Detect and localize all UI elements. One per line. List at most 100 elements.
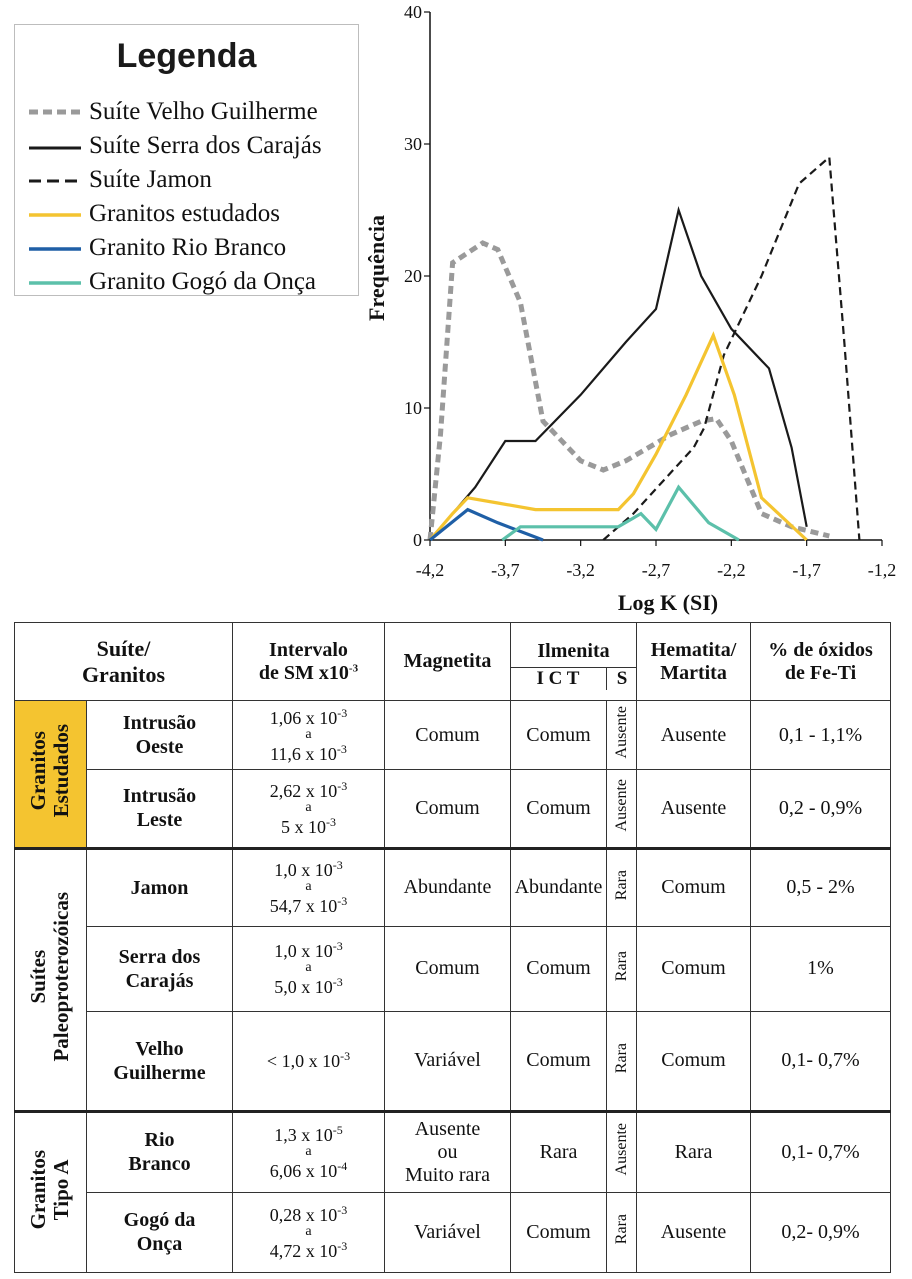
y-axis-title: Frequência xyxy=(364,215,389,321)
series-line-dotted-gray xyxy=(427,240,830,541)
table-row: Granitos Estudados Intrusão Oeste 1,06 x 1… xyxy=(14,700,892,849)
interval-cell: 1,3 x 10-5 a 6,06 x 10-4 xyxy=(232,1110,385,1193)
row-name: Jamon xyxy=(86,846,233,927)
interval-cell: < 1,0 x 10-3 xyxy=(232,1010,385,1113)
mineralogy-table: Suíte/ Granitos Intervalo de SM x10-3 Mag… xyxy=(14,621,892,1274)
ilmenita-ict-cell: Comum xyxy=(510,700,607,771)
chart-ticks: -4,2 -3,7 -3,2 -2,7 -2,2 -1,7 -1,2 0 10 20 30 40 xyxy=(404,2,896,580)
y-tick-label: 30 xyxy=(404,134,422,154)
ilmenita-s-label: Rara xyxy=(612,1214,630,1245)
series-line-solid-teal xyxy=(501,484,740,542)
table-row: Suítes Paleoproterozóicas Jamon 1,0 x 10-3… xyxy=(14,846,892,1113)
oxidos-cell: 1% xyxy=(750,925,892,1012)
ilmenita-ict-cell: Comum xyxy=(510,1010,607,1113)
interval-cell: 1,0 x 10-3 a 5,0 x 10-3 xyxy=(232,925,385,1012)
magnetita-cell: Comum xyxy=(384,925,511,1012)
y-tick-label: 10 xyxy=(404,398,422,418)
legend-swatch-dotted-gray xyxy=(29,109,81,115)
ilmenita-s-cell: Rara xyxy=(605,925,638,1012)
ilmenita-s-cell: Rara xyxy=(605,846,638,927)
header-hematita: Hematita/ Martita xyxy=(636,621,752,702)
x-tick-label: -1,2 xyxy=(868,560,897,580)
row-name: Serra dos Carajás xyxy=(86,925,233,1012)
ilmenita-ict-cell: Rara xyxy=(510,1110,607,1193)
ilmenita-ict-cell: Abundante xyxy=(510,846,607,927)
legend-item-gogo-onca: Granito Gogó da Onça xyxy=(27,265,316,299)
oxidos-cell: 0,1- 0,7% xyxy=(750,1010,892,1113)
mineralogy-table-wrap: Suíte/ Granitos Intervalo de SM x10-3 Mag… xyxy=(14,621,892,1274)
magnetita-cell: Variável xyxy=(384,1191,511,1274)
row-name: Rio Branco xyxy=(86,1110,233,1193)
magnetita-cell: Variável xyxy=(384,1010,511,1113)
legend-label: Suíte Jamon xyxy=(89,166,212,193)
legend-label: Granito Rio Branco xyxy=(89,234,287,261)
magnetita-cell: Ausente ou Muito rara xyxy=(384,1110,511,1193)
y-tick-label: 20 xyxy=(404,266,422,286)
magnetita-cell: Comum xyxy=(384,700,511,771)
ilmenita-sub-s: S xyxy=(616,667,628,689)
oxidos-cell: 0,2- 0,9% xyxy=(750,1191,892,1274)
magnetita-cell: Comum xyxy=(384,769,511,849)
legend-label: Suíte Velho Guilherme xyxy=(89,98,318,125)
legend-item-rio-branco: Granito Rio Branco xyxy=(27,231,286,265)
legend-label: Granito Gogó da Onça xyxy=(89,268,317,295)
ilmenita-ict-cell: Comum xyxy=(510,1191,607,1274)
ilmenita-s-cell: Rara xyxy=(605,1010,638,1113)
y-tick-label: 40 xyxy=(404,2,422,22)
ilmenita-label: Ilmenita xyxy=(537,639,610,662)
interval-cell: 1,0 x 10-3 a 54,7 x 10-3 xyxy=(232,846,385,927)
chart-axes xyxy=(429,12,882,541)
oxidos-cell: 0,2 - 0,9% xyxy=(750,769,892,849)
table-row: Velho Guilherme < 1,0 x 10-3 Variável Comum… xyxy=(15,1010,892,1113)
group-label-cell: Suítes Paleoproterozóicas xyxy=(14,846,87,1113)
oxidos-cell: 0,1- 0,7% xyxy=(750,1110,892,1193)
interval-cell: 1,06 x 10-3 a 11,6 x 10-3 xyxy=(232,700,385,771)
legend-title: Legenda xyxy=(116,37,257,75)
legend-item-jamon: Suíte Jamon xyxy=(27,163,212,197)
ilmenita-s-label: Ausente xyxy=(612,1123,630,1176)
legend-item-serra-carajas: Suíte Serra dos Carajás xyxy=(27,129,322,163)
legend-item-granitos-estudados: Granitos estudados xyxy=(27,197,280,231)
x-tick-label: -4,2 xyxy=(416,560,445,580)
ilmenita-s-cell: Ausente xyxy=(605,700,638,771)
table-row: Granitos Tipo A Rio Branco 1,3 x 10-5 a 6,06… xyxy=(14,1110,892,1273)
table-row: Gogó da Onça 0,28 x 10-3 a 4,72 x 10-3 Variá… xyxy=(15,1191,892,1274)
ilmenita-s-cell: Ausente xyxy=(605,769,638,849)
ilmenita-s-label: Rara xyxy=(612,869,630,900)
ilmenita-subheader: I C T S xyxy=(510,666,638,690)
legend-swatch-solid-black xyxy=(29,146,81,150)
row-name: Gogó da Onça xyxy=(86,1191,233,1274)
table-row: Intrusão Leste 2,62 x 10-3 a 5 x 10-3 Comum C… xyxy=(15,769,892,849)
ilmenita-sub-ict: I C T xyxy=(510,667,607,690)
hematita-cell: Comum xyxy=(636,1010,752,1113)
row-name: Velho Guilherme xyxy=(86,1010,233,1113)
table-row: Serra dos Carajás 1,0 x 10-3 a 5,0 x 10-3 Co… xyxy=(15,925,892,1012)
ilmenita-s-label: Rara xyxy=(612,1042,630,1073)
header-oxidos: % de óxidos de Fe-Ti xyxy=(750,621,892,702)
oxidos-cell: 0,1 - 1,1% xyxy=(750,700,892,771)
ilmenita-s-label: Ausente xyxy=(612,706,630,759)
header-suite: Suíte/ Granitos xyxy=(14,621,233,702)
ilmenita-ict-cell: Comum xyxy=(510,925,607,1012)
hematita-cell: Rara xyxy=(636,1110,752,1193)
series-line-solid-black xyxy=(429,205,808,541)
header-ilmenita: Ilmenita I C T S xyxy=(509,621,638,702)
x-tick-label: -1,7 xyxy=(792,560,821,580)
x-tick-label: -2,2 xyxy=(717,560,746,580)
group-label-cell: Granitos Estudados xyxy=(14,700,87,849)
interval-cell: 0,28 x 10-3 a 4,72 x 10-3 xyxy=(232,1191,385,1274)
group-label-cell: Granitos Tipo A xyxy=(14,1110,87,1273)
hematita-cell: Ausente xyxy=(636,700,752,771)
header-intervalo: Intervalo de SM x10-3 xyxy=(232,621,385,702)
ilmenita-s-cell: Rara xyxy=(605,1191,638,1274)
legend-item-velho-guilherme: Suíte Velho Guilherme xyxy=(27,95,318,129)
group-label: Granitos Estudados xyxy=(26,724,74,818)
legend-swatch-solid-teal xyxy=(29,281,81,285)
oxidos-cell: 0,5 - 2% xyxy=(750,846,892,927)
row-name: Intrusão Oeste xyxy=(86,700,233,771)
row-name: Intrusão Leste xyxy=(86,769,233,849)
table-header-row: Suíte/ Granitos Intervalo de SM x10-3 Mag… xyxy=(14,621,892,702)
chart-series xyxy=(427,154,861,542)
ilmenita-s-cell: Ausente xyxy=(605,1110,638,1193)
series-line-solid-yellow xyxy=(428,331,808,542)
